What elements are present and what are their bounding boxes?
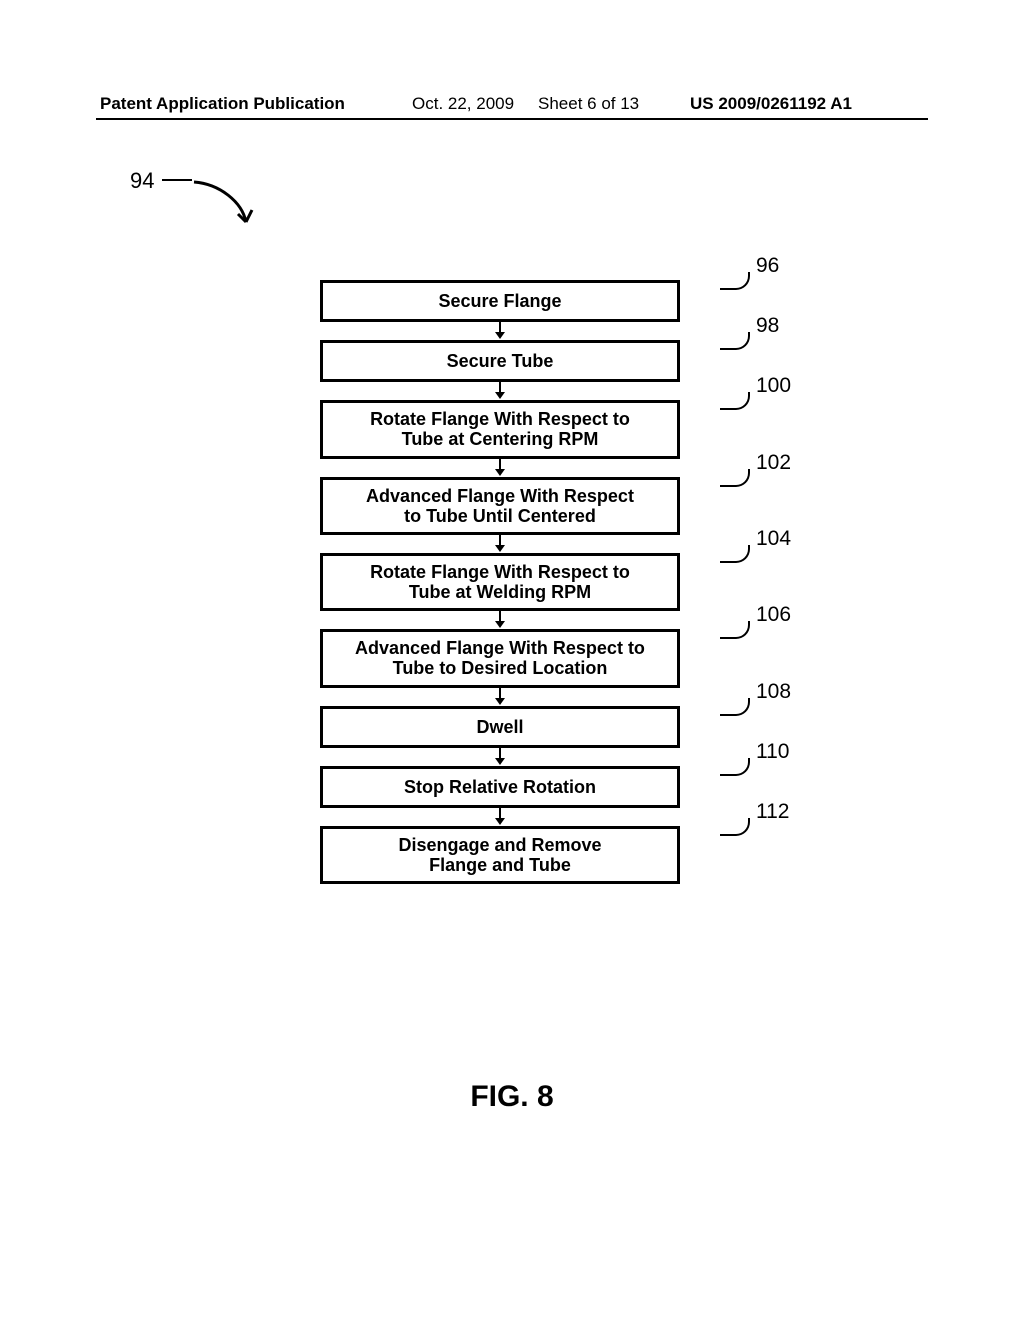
flow-connector — [280, 688, 720, 706]
callout-leader-icon — [720, 621, 750, 639]
flow-connector — [280, 611, 720, 629]
arrow-down-icon — [499, 322, 501, 334]
callout-leader-icon — [720, 469, 750, 487]
callout-number: 112 — [756, 800, 789, 824]
flow-connector — [280, 808, 720, 826]
callout-leader-icon — [720, 818, 750, 836]
header-rule — [96, 118, 928, 120]
callout-leader-icon — [720, 272, 750, 290]
flow-connector — [280, 322, 720, 340]
flow-step: Rotate Flange With Respect toTube at Cen… — [320, 400, 680, 458]
flow-step-box: Rotate Flange With Respect toTube at Wel… — [320, 553, 680, 611]
flow-step-box: Advanced Flange With Respect toTube to D… — [320, 629, 680, 687]
flow-step-box: Secure Tube — [320, 340, 680, 382]
header-publication: Patent Application Publication — [100, 94, 345, 114]
callout-leader-icon — [720, 698, 750, 716]
arrow-down-icon — [499, 611, 501, 623]
header-pubno: US 2009/0261192 A1 — [690, 94, 852, 114]
callout-number: 110 — [756, 740, 789, 764]
callout-number: 104 — [756, 527, 791, 551]
callout-number: 96 — [756, 254, 779, 278]
flow-step: Secure Tube98 — [320, 340, 680, 382]
flow-step-box: Secure Flange — [320, 280, 680, 322]
flow-step-box: Disengage and RemoveFlange and Tube — [320, 826, 680, 884]
flow-step-box: Rotate Flange With Respect toTube at Cen… — [320, 400, 680, 458]
flow-step: Secure Flange96 — [320, 280, 680, 322]
arrow-down-icon — [499, 535, 501, 547]
header-sheet: Sheet 6 of 13 — [538, 94, 639, 114]
flow-connector — [280, 382, 720, 400]
callout-number: 98 — [756, 314, 779, 338]
flow-reference-label: 94 — [130, 168, 154, 194]
callout-leader-icon — [720, 545, 750, 563]
page: Patent Application Publication Oct. 22, … — [0, 0, 1024, 1320]
arrow-down-icon — [499, 748, 501, 760]
flow-connector — [280, 459, 720, 477]
callout-number: 102 — [756, 451, 791, 475]
arrow-down-icon — [499, 688, 501, 700]
callout-leader-icon — [720, 392, 750, 410]
flow-connector — [280, 748, 720, 766]
flow-step: Disengage and RemoveFlange and Tube112 — [320, 826, 680, 884]
flow-step: Dwell108 — [320, 706, 680, 748]
flow-step-box: Advanced Flange With Respectto Tube Unti… — [320, 477, 680, 535]
flow-step: Rotate Flange With Respect toTube at Wel… — [320, 553, 680, 611]
arrow-down-icon — [499, 382, 501, 394]
flow-step-box: Stop Relative Rotation — [320, 766, 680, 808]
flow-step-box: Dwell — [320, 706, 680, 748]
flowchart: Secure Flange96 Secure Tube98 Rotate Flang… — [280, 280, 720, 884]
callout-number: 100 — [756, 374, 791, 398]
flow-connector — [280, 535, 720, 553]
header-date: Oct. 22, 2009 — [412, 94, 514, 114]
arrow-down-icon — [499, 808, 501, 820]
callout-number: 106 — [756, 603, 791, 627]
arrow-down-icon — [499, 459, 501, 471]
callout-leader-icon — [720, 332, 750, 350]
figure-label: FIG. 8 — [0, 1080, 1024, 1114]
callout-leader-icon — [720, 758, 750, 776]
callout-number: 108 — [756, 680, 791, 704]
flow-step: Stop Relative Rotation110 — [320, 766, 680, 808]
flow-reference-arrow-icon — [190, 178, 270, 238]
flow-step: Advanced Flange With Respect toTube to D… — [320, 629, 680, 687]
flow-step: Advanced Flange With Respectto Tube Unti… — [320, 477, 680, 535]
flow-reference-leader — [162, 179, 192, 181]
